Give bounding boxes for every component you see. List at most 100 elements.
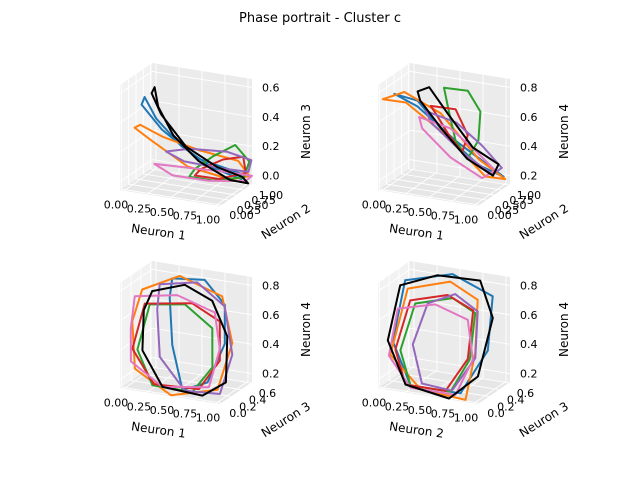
z-tick-label: 0.6 — [262, 81, 280, 94]
x-tick-label: 0.50 — [150, 404, 175, 417]
z-axis-label: Neuron 4 — [299, 302, 313, 357]
series-2-trajectory — [381, 91, 507, 181]
y-tick-label: 0.6 — [517, 387, 535, 400]
x-tick-label: 0.00 — [104, 397, 129, 410]
x-tick-label: 0.00 — [104, 199, 129, 212]
series-5-trajectory — [156, 281, 234, 395]
z-tick-label: 0.2 — [520, 170, 538, 183]
tick-labels: 0.000.250.500.751.00 0.00.20.40.60.20.40.… — [362, 279, 538, 424]
y-tick-label: 0.50 — [244, 199, 269, 212]
y-gridline — [400, 68, 502, 191]
x-tick-label: 1.00 — [196, 213, 221, 226]
y-tick-label: 0.75 — [509, 194, 534, 207]
y-tick-label: 1.00 — [517, 189, 542, 202]
x-tick-label: 0.75 — [173, 408, 198, 421]
x-tick-label: 0.25 — [127, 202, 152, 215]
tick-labels: 0.000.250.500.751.00 0.00.20.40.60.20.40.… — [104, 279, 280, 424]
x-tick-label: 1.00 — [454, 411, 479, 424]
subplot-2: 0.000.250.500.751.00 0.000.250.500.751.00… — [362, 63, 571, 243]
z-tick-label: 0.8 — [262, 279, 280, 292]
z-tick-label: 0.2 — [520, 368, 538, 381]
x-gridline — [427, 71, 461, 199]
z-gridline — [377, 159, 511, 182]
y-tick-label: 1.00 — [259, 189, 284, 202]
series-4-trajectory — [394, 294, 475, 392]
series-7-trajectory — [150, 86, 250, 185]
z-axis-label: Neuron 4 — [557, 302, 571, 357]
figure-title: Phase portrait - Cluster c — [239, 11, 401, 26]
subplot-1: 0.000.250.500.751.00 0.000.250.500.751.00… — [104, 63, 313, 243]
z-gridline — [377, 70, 511, 94]
subplot-3: 0.000.250.500.751.00 0.00.20.40.60.20.40.… — [104, 261, 313, 441]
x-tick-label: 0.50 — [150, 206, 175, 219]
z-gridline — [377, 100, 511, 124]
y-gridline — [142, 68, 244, 191]
z-gridline — [119, 357, 253, 380]
y-tick-label: 0.0 — [487, 407, 505, 420]
z-tick-label: 0.4 — [520, 140, 538, 153]
series-7-trajectory — [386, 274, 494, 400]
y-tick-label: 0.75 — [251, 194, 276, 207]
series-7-trajectory — [141, 283, 229, 397]
tick-labels: 0.000.250.500.751.00 0.000.250.500.751.00… — [104, 81, 283, 226]
y-tick-label: 0.00 — [487, 209, 512, 222]
series-1-trajectory — [168, 277, 226, 392]
z-tick-label: 0.0 — [262, 170, 280, 183]
z-tick-label: 0.2 — [262, 140, 280, 153]
series-5-trajectory — [411, 293, 479, 392]
x-gridline — [146, 67, 180, 195]
z-tick-label: 0.4 — [262, 338, 280, 351]
subplot-4: 0.000.250.500.751.00 0.00.20.40.60.20.40.… — [362, 261, 571, 441]
z-tick-label: 0.2 — [262, 368, 280, 381]
y-tick-label: 0.25 — [495, 204, 519, 217]
z-tick-label: 0.4 — [262, 111, 280, 124]
x-tick-label: 0.25 — [127, 400, 152, 413]
x-tick-label: 0.00 — [362, 397, 387, 410]
x-tick-label: 0.00 — [362, 199, 387, 212]
series-3-trajectory — [136, 303, 214, 393]
z-gridline — [119, 268, 253, 292]
y-gridline — [378, 84, 480, 206]
y-gridline — [386, 79, 487, 201]
y-gridline — [120, 84, 222, 206]
y-tick-label: 0.25 — [237, 204, 262, 217]
z-tick-label: 0.6 — [262, 309, 280, 322]
x-gridline — [404, 67, 438, 195]
subplots: 0.000.250.500.751.00 0.000.250.500.751.00… — [104, 63, 571, 441]
series-4-trajectory — [131, 302, 221, 391]
left-pane — [120, 261, 152, 388]
z-tick-label: 0.8 — [520, 81, 538, 94]
x-tick-label: 0.75 — [431, 210, 456, 223]
y-gridline — [120, 282, 222, 404]
series-5-trajectory — [165, 147, 253, 173]
z-axis-label: Neuron 4 — [557, 104, 571, 159]
x-tick-label: 0.25 — [385, 202, 410, 215]
z-tick-label: 0.6 — [520, 309, 538, 322]
y-tick-label: 0.2 — [497, 400, 514, 413]
y-tick-label: 0.4 — [507, 394, 525, 407]
y-gridline — [388, 275, 490, 397]
x-gridline — [473, 78, 507, 206]
y-gridline — [393, 74, 495, 196]
series-6-trajectory — [153, 162, 253, 183]
y-tick-label: 0.2 — [239, 400, 257, 413]
series-5-trajectory — [424, 110, 503, 176]
series-6-trajectory — [418, 116, 497, 180]
x-gridline — [450, 74, 484, 203]
x-tick-label: 1.00 — [454, 213, 479, 226]
tick-labels: 0.000.250.500.751.00 0.000.250.500.751.00… — [362, 81, 541, 226]
y-gridline — [135, 74, 237, 196]
z-gridline — [119, 70, 253, 94]
z-axis-label: Neuron 3 — [299, 104, 313, 159]
z-tick-label: 0.8 — [520, 279, 538, 292]
z-tick-label: 0.6 — [520, 111, 538, 124]
y-tick-label: 0.00 — [229, 209, 254, 222]
x-tick-label: 1.00 — [196, 411, 221, 424]
x-tick-label: 0.75 — [173, 210, 198, 223]
series-6-trajectory — [387, 303, 474, 396]
x-tick-label: 0.50 — [408, 404, 433, 417]
y-tick-label: 0.6 — [259, 387, 277, 400]
x-tick-label: 0.25 — [385, 400, 410, 413]
